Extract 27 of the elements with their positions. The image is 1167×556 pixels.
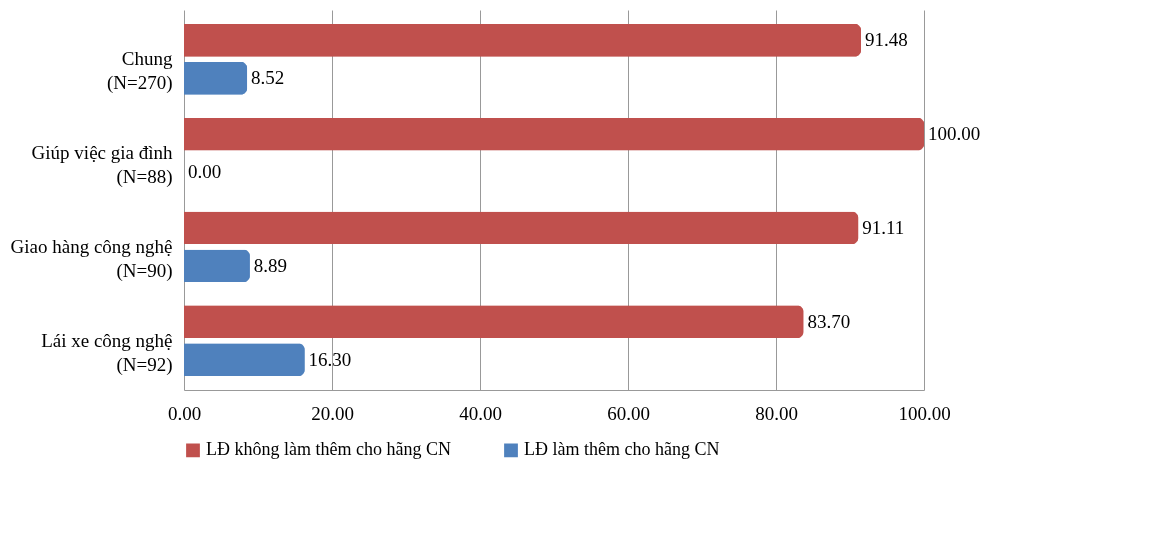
y-tick-label: Giúp việc gia đình (N=88)	[31, 142, 173, 189]
bar	[184, 211, 859, 245]
data-label: 8.89	[253, 254, 288, 276]
data-label: 91.48	[864, 29, 908, 51]
x-tick-label: 0.00	[167, 402, 202, 424]
data-label: 16.30	[308, 348, 352, 370]
bar	[184, 249, 250, 283]
x-tick-label: 100.00	[898, 402, 951, 424]
bar	[184, 305, 804, 338]
x-tick-label: 20.00	[311, 402, 354, 424]
legend-label: LĐ làm thêm cho hãng CN	[524, 439, 720, 460]
x-tick-label: 80.00	[755, 402, 798, 424]
bar	[184, 62, 248, 95]
legend-label: LĐ không làm thêm cho hãng CN	[206, 439, 451, 460]
bar	[184, 343, 305, 376]
x-tick-label: 40.00	[459, 402, 502, 424]
bar	[184, 24, 861, 57]
y-tick-label: Chung (N=270)	[106, 48, 173, 95]
data-label: 83.70	[807, 310, 851, 332]
data-label: 8.52	[251, 67, 285, 89]
data-label: 0.00	[188, 161, 222, 183]
data-label: 100.00	[928, 123, 981, 145]
x-tick-label: 60.00	[607, 402, 650, 424]
y-tick-label: Lái xe công nghệ (N=92)	[41, 329, 173, 376]
bar	[184, 117, 924, 151]
data-label: 91.11	[862, 216, 905, 238]
y-tick-label: Giao hàng công nghệ (N=90)	[10, 235, 173, 282]
